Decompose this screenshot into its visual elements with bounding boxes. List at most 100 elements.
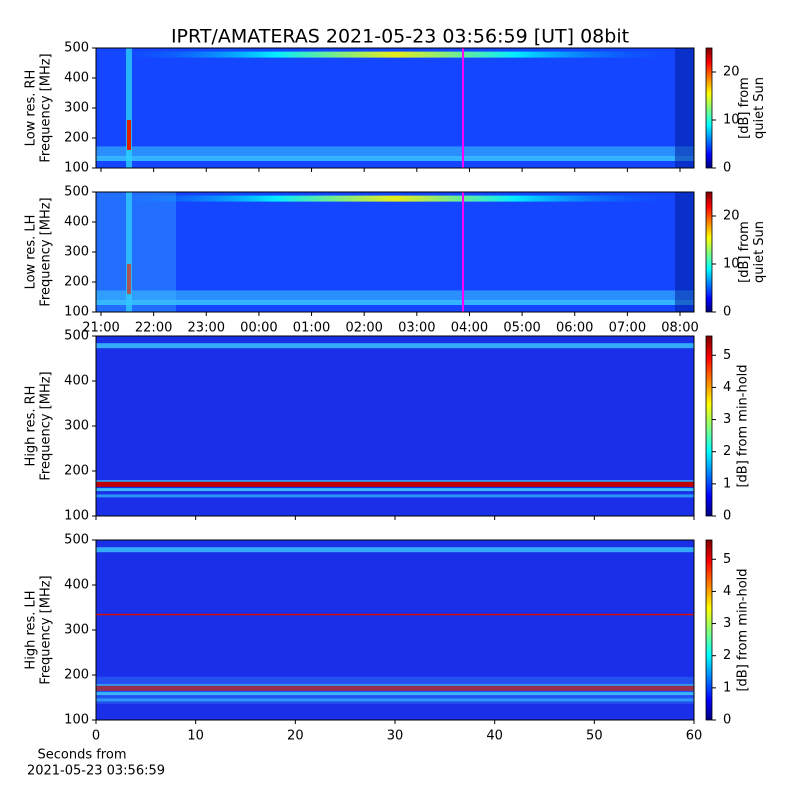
colorbar-label: [dB] from min-hold [736, 568, 751, 691]
y-tick-label: 200 [64, 131, 89, 146]
x-tick-label: 01:00 [293, 321, 330, 336]
colorbar-tick-label: 0 [723, 509, 731, 524]
band [96, 676, 694, 704]
colorbar-tick-label: 20 [723, 209, 740, 224]
band [96, 692, 694, 696]
colorbar-label: quiet Sun [752, 77, 767, 139]
y-tick-label: 400 [64, 215, 89, 230]
colorbar-label: quiet Sun [752, 221, 767, 283]
x-tick-label: 23:00 [188, 321, 225, 336]
band [96, 192, 176, 312]
colorbar-label: [dB] from min-hold [736, 364, 751, 487]
colorbar-tick-label: 4 [723, 380, 731, 395]
x-axis-label: Seconds from [37, 748, 126, 763]
colorbar-tick-label: 4 [723, 584, 731, 599]
y-tick-label: 300 [64, 245, 89, 260]
x-tick-label: 00:00 [240, 321, 277, 336]
colorbar-tick-label: 0 [723, 713, 731, 728]
band [96, 613, 694, 616]
y-tick-label: 200 [64, 275, 89, 290]
colorbar-tick-label: 0 [723, 161, 731, 176]
colorbar-label: [dB] from [737, 221, 752, 283]
band [96, 685, 694, 691]
colorbar-tick-label: 0 [723, 305, 731, 320]
y-axis-label: Low res. LH [24, 215, 39, 290]
band [96, 146, 694, 157]
x-tick-label: 02:00 [345, 321, 382, 336]
band [127, 264, 131, 294]
x-tick-label: 06:00 [556, 321, 593, 336]
x-axis-label: 2021-05-23 03:56:59 [27, 764, 165, 779]
band [96, 547, 694, 553]
x-tick-label: 20 [287, 729, 304, 744]
colorbar [705, 191, 713, 313]
y-tick-label: 500 [64, 185, 89, 200]
band [96, 481, 694, 487]
colorbar-label: [dB] from [737, 77, 752, 139]
x-tick-label: 08:00 [661, 321, 698, 336]
x-tick-label: 21:00 [82, 321, 119, 336]
y-tick-label: 500 [64, 329, 89, 344]
x-tick-label: 05:00 [503, 321, 540, 336]
y-axis-label: Frequency [MHz] [39, 197, 54, 306]
x-tick-label: 07:00 [609, 321, 646, 336]
band [96, 156, 694, 161]
band [96, 290, 694, 301]
y-tick-label: 300 [64, 101, 89, 116]
colorbar-tick-label: 2 [723, 444, 731, 459]
colorbar-tick-label: 1 [723, 680, 731, 695]
y-tick-label: 100 [64, 509, 89, 524]
y-axis-label: Frequency [MHz] [39, 53, 54, 162]
x-tick-label: 50 [586, 729, 603, 744]
colorbar-tick-label: 20 [723, 65, 740, 80]
y-axis-label: Frequency [MHz] [39, 575, 54, 684]
y-axis-label: Low res. RH [24, 70, 39, 147]
x-tick-label: 04:00 [451, 321, 488, 336]
x-tick-label: 40 [486, 729, 503, 744]
band [127, 120, 131, 150]
colorbar-tick-label: 1 [723, 476, 731, 491]
colorbar-tick-label: 3 [723, 412, 731, 427]
y-tick-label: 400 [64, 71, 89, 86]
band [96, 488, 694, 492]
x-tick-label: 22:00 [135, 321, 172, 336]
colorbar [705, 47, 713, 169]
x-tick-label: 60 [686, 729, 703, 744]
band [96, 195, 694, 202]
colorbar-tick-label: 10 [723, 113, 740, 128]
band [96, 480, 694, 483]
band [96, 494, 694, 498]
x-tick-label: 0 [92, 729, 100, 744]
band [96, 300, 694, 305]
y-tick-label: 100 [64, 713, 89, 728]
y-axis-label: High res. RH [24, 386, 39, 467]
x-tick-label: 10 [187, 729, 204, 744]
colorbar [705, 539, 713, 721]
colorbar-tick-label: 2 [723, 648, 731, 663]
y-tick-label: 200 [64, 668, 89, 683]
y-tick-label: 500 [64, 41, 89, 56]
band [675, 48, 694, 168]
colorbar [705, 335, 713, 517]
band [96, 51, 694, 58]
y-tick-label: 300 [64, 419, 89, 434]
colorbar-tick-label: 5 [723, 348, 731, 363]
y-tick-label: 500 [64, 533, 89, 548]
x-tick-label: 30 [387, 729, 404, 744]
colorbar-tick-label: 5 [723, 552, 731, 567]
band [96, 343, 694, 349]
y-tick-label: 300 [64, 623, 89, 638]
y-tick-label: 400 [64, 374, 89, 389]
x-tick-label: 03:00 [398, 321, 435, 336]
y-axis-label: Frequency [MHz] [39, 371, 54, 480]
band [126, 192, 132, 312]
y-tick-label: 100 [64, 305, 89, 320]
band [96, 698, 694, 702]
y-tick-label: 100 [64, 161, 89, 176]
colorbar-tick-label: 3 [723, 616, 731, 631]
chart-title: IPRT/AMATERAS 2021-05-23 03:56:59 [UT] 0… [171, 26, 629, 48]
band [126, 48, 132, 168]
y-axis-label: High res. LH [24, 590, 39, 669]
band [96, 684, 694, 687]
